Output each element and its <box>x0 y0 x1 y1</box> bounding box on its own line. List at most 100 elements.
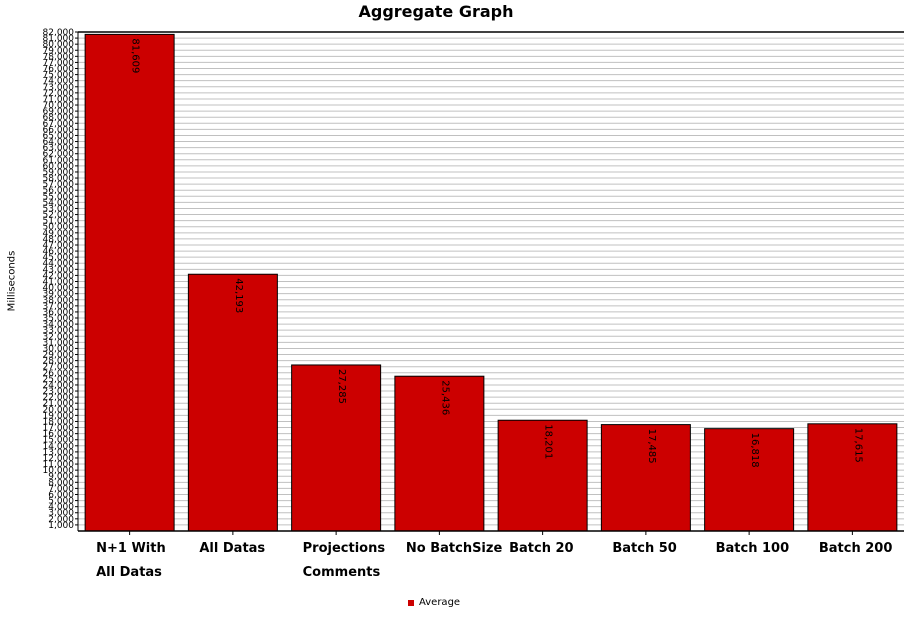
y-tick-label: 33,000 <box>43 326 75 336</box>
y-tick-label: 74,000 <box>43 77 75 87</box>
bar <box>600 424 691 532</box>
y-tick-label: 4,000 <box>48 503 74 513</box>
y-tick-label: 8,000 <box>48 478 74 488</box>
y-tick-label: 70,000 <box>43 101 75 111</box>
y-tick-label: 82,000 <box>43 28 75 38</box>
x-tick-label: No BatchSize <box>406 541 503 556</box>
y-tick-label: 57,000 <box>43 180 75 190</box>
y-tick-label: 31,000 <box>43 338 75 348</box>
y-tick-label: 37,000 <box>43 302 75 312</box>
y-tick-label: 22,000 <box>43 393 75 403</box>
y-tick-label: 63,000 <box>43 144 75 154</box>
bar-value-label: 18,201 <box>543 424 554 459</box>
x-tick-label: Batch 200 <box>819 541 893 556</box>
y-tick-label: 49,000 <box>43 229 75 239</box>
legend-label: Average <box>419 597 461 608</box>
y-tick-label: 64,000 <box>43 138 75 148</box>
y-tick-label: 77,000 <box>43 58 75 68</box>
bar <box>394 375 485 532</box>
y-tick-label: 19,000 <box>43 411 75 421</box>
y-tick-label: 42,000 <box>43 271 75 281</box>
y-tick-label: 1,000 <box>48 521 74 531</box>
y-tick-label: 17,000 <box>43 424 75 434</box>
y-tick-label: 34,000 <box>43 320 75 330</box>
y-tick-label: 67,000 <box>43 119 75 129</box>
y-axis-ticks: 1,0002,0003,0004,0005,0006,0007,0008,000… <box>43 28 78 531</box>
y-tick-label: 30,000 <box>43 344 75 354</box>
y-tick-label: 43,000 <box>43 265 75 275</box>
y-tick-label: 6,000 <box>48 490 74 500</box>
y-tick-label: 72,000 <box>43 89 75 99</box>
y-tick-label: 81,000 <box>43 34 75 44</box>
axes <box>77 31 904 532</box>
y-tick-label: 29,000 <box>43 351 75 361</box>
bar <box>497 419 588 532</box>
y-tick-label: 13,000 <box>43 448 75 458</box>
y-tick-label: 36,000 <box>43 308 75 318</box>
bar <box>704 428 795 532</box>
x-tick-label: Batch 100 <box>716 541 790 556</box>
y-tick-label: 2,000 <box>48 515 74 525</box>
y-tick-label: 27,000 <box>43 363 75 373</box>
bar-value-label: 16,818 <box>749 433 760 468</box>
x-axis-ticks: N+1 With All Datas All Datas Projections Com… <box>96 531 892 580</box>
y-tick-label: 66,000 <box>43 125 75 135</box>
y-tick-label: 50,000 <box>43 223 75 233</box>
legend-swatch <box>408 599 414 606</box>
y-tick-label: 47,000 <box>43 241 75 251</box>
x-tick-label: Batch 20 <box>509 541 573 556</box>
y-tick-label: 16,000 <box>43 430 75 440</box>
x-tick-label: Projections <box>303 541 386 556</box>
y-tick-label: 48,000 <box>43 235 75 245</box>
y-tick-label: 46,000 <box>43 247 75 257</box>
y-tick-label: 18,000 <box>43 417 75 427</box>
bar-value-label: 25,436 <box>439 380 450 415</box>
bar-value-label: 27,285 <box>336 369 347 404</box>
y-tick-label: 12,000 <box>43 454 75 464</box>
y-tick-label: 39,000 <box>43 290 75 300</box>
y-tick-label: 40,000 <box>43 284 75 294</box>
bar <box>291 364 382 532</box>
y-tick-label: 54,000 <box>43 198 75 208</box>
y-tick-label: 80,000 <box>43 40 75 50</box>
y-tick-label: 60,000 <box>43 162 75 172</box>
y-tick-label: 68,000 <box>43 113 75 123</box>
x-tick-label: Batch 50 <box>612 541 676 556</box>
y-tick-label: 25,000 <box>43 375 75 385</box>
y-tick-label: 71,000 <box>43 95 75 105</box>
y-tick-label: 10,000 <box>43 466 75 476</box>
y-tick-label: 41,000 <box>43 278 75 288</box>
y-tick-label: 15,000 <box>43 436 75 446</box>
y-tick-label: 79,000 <box>43 46 75 56</box>
y-tick-label: 26,000 <box>43 369 75 379</box>
y-tick-label: 56,000 <box>43 186 75 196</box>
y-tick-label: 44,000 <box>43 259 75 269</box>
y-tick-label: 76,000 <box>43 65 75 75</box>
y-tick-label: 61,000 <box>43 156 75 166</box>
y-tick-label: 45,000 <box>43 253 75 263</box>
x-tick-label: All Datas <box>199 541 265 556</box>
y-tick-label: 65,000 <box>43 131 75 141</box>
y-tick-label: 69,000 <box>43 107 75 117</box>
x-tick-label: Comments <box>303 565 381 580</box>
y-tick-label: 52,000 <box>43 211 75 221</box>
y-tick-label: 11,000 <box>43 460 75 470</box>
bar <box>187 273 278 532</box>
y-tick-label: 23,000 <box>43 387 75 397</box>
y-tick-label: 78,000 <box>43 52 75 62</box>
y-tick-label: 75,000 <box>43 71 75 81</box>
y-tick-label: 14,000 <box>43 442 75 452</box>
legend: Average <box>408 597 460 608</box>
y-tick-label: 28,000 <box>43 357 75 367</box>
y-tick-label: 73,000 <box>43 83 75 93</box>
y-tick-label: 24,000 <box>43 381 75 391</box>
y-tick-label: 5,000 <box>48 497 74 507</box>
bars: 81,609 42,193 27,285 25,436 18,201 17,485 16,8… <box>84 33 898 532</box>
bar-value-label: 17,485 <box>646 429 657 464</box>
y-tick-label: 62,000 <box>43 150 75 160</box>
bar <box>84 33 175 532</box>
y-tick-label: 20,000 <box>43 405 75 415</box>
y-tick-label: 58,000 <box>43 174 75 184</box>
x-tick-label: All Datas <box>96 565 162 580</box>
